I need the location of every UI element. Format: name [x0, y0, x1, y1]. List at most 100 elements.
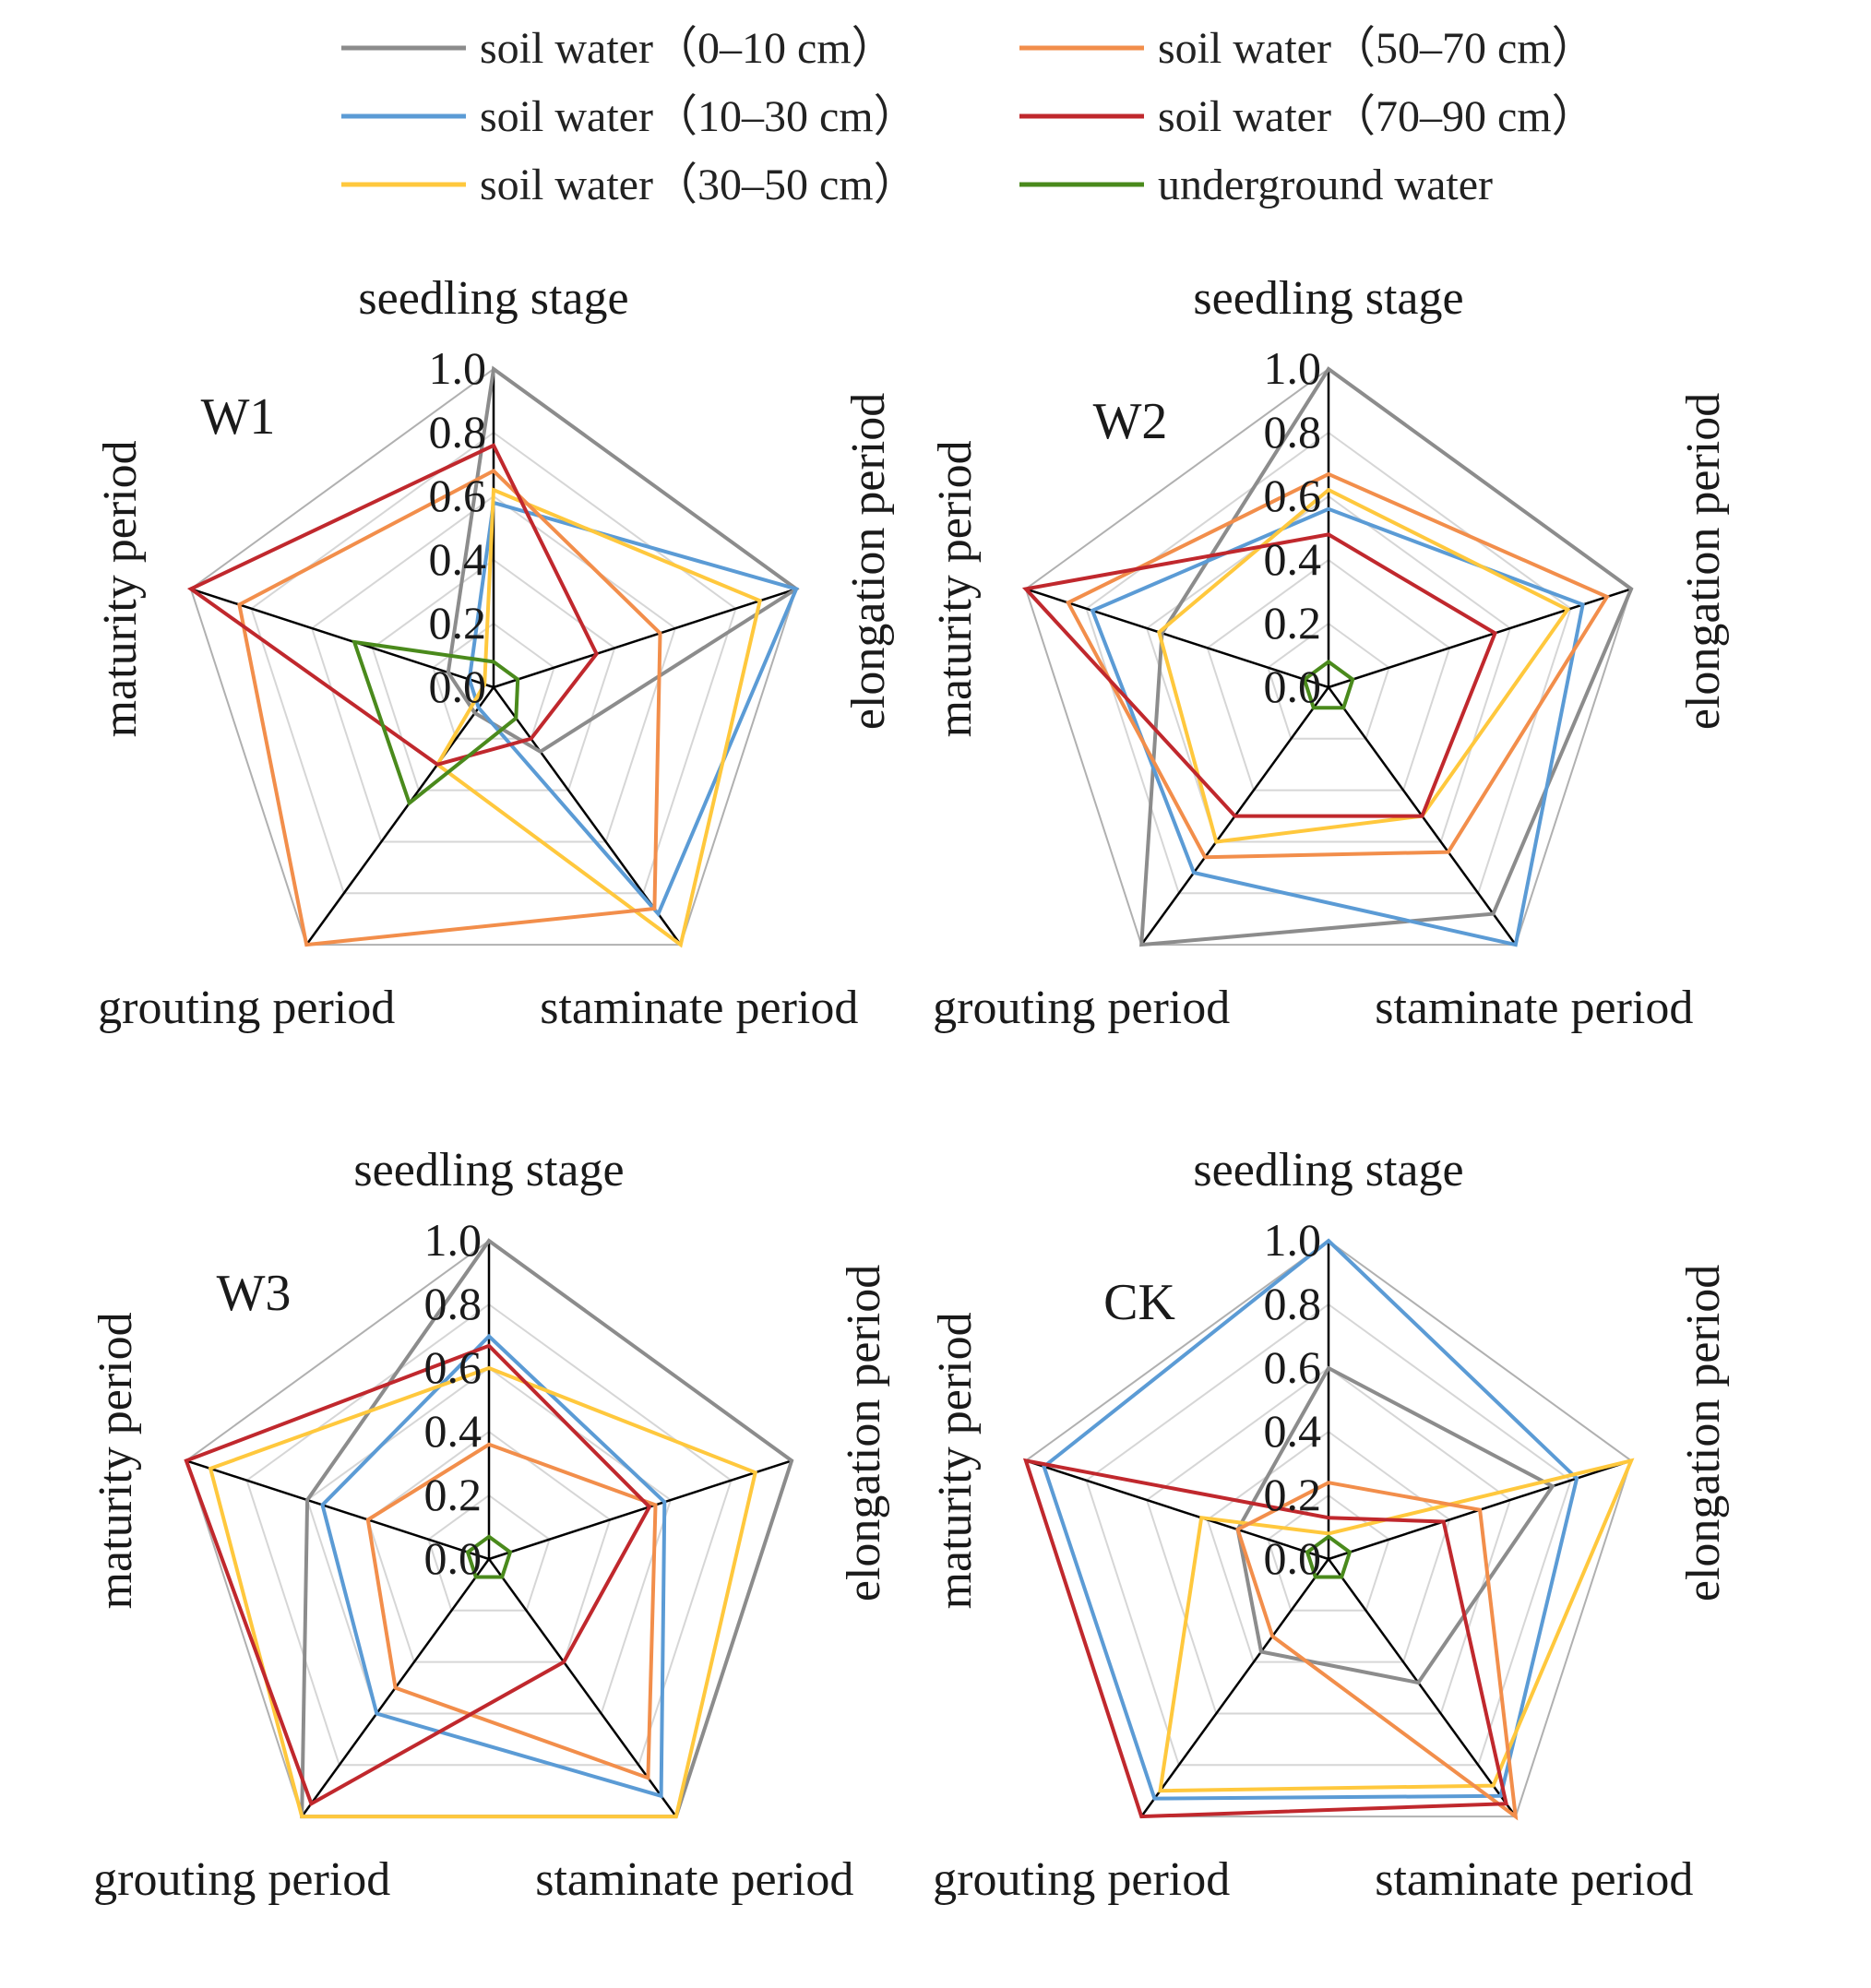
panel-label: W1	[201, 388, 276, 446]
r-tick-label: 0.6	[1264, 470, 1322, 521]
axis-spoke	[185, 1459, 490, 1561]
r-tick-label: 0.6	[424, 1341, 483, 1393]
r-tick-label: 1.0	[429, 342, 487, 394]
axis-spoke	[305, 686, 495, 946]
series-line-soil-water-30-50-cm	[1158, 1458, 1635, 1793]
axis-label-staminate-period: staminate period	[1375, 1853, 1693, 1906]
legend-label: underground water	[1158, 161, 1493, 209]
r-tick-label: 0.2	[1264, 1469, 1322, 1520]
series-line-soil-water-10-30-cm	[1042, 1238, 1579, 1801]
axis-spoke	[1025, 588, 1329, 689]
axis-label-elongation-period: elongation period	[842, 393, 895, 730]
legend-item: underground water	[1019, 161, 1493, 209]
series-line-soil-water-0-10-cm	[446, 365, 800, 755]
axis-spoke	[1327, 1558, 1517, 1817]
series-line-soil-water-70-90-cm	[186, 443, 599, 767]
grid-ring	[245, 1303, 733, 1767]
series-line-soil-water-10-30-cm	[320, 1333, 667, 1799]
axis-label-grouting-period: grouting period	[933, 1853, 1230, 1906]
r-tick-label: 0.8	[1264, 1278, 1322, 1329]
series-line-underground-water	[1305, 1534, 1353, 1579]
series-line-soil-water-50-70-cm	[1066, 471, 1610, 860]
series-line-underground-water	[465, 1534, 513, 1579]
legend-item: soil water（0–10 cm）	[341, 24, 896, 73]
panel-label: W2	[1093, 393, 1168, 450]
axis-label-seedling-stage: seedling stage	[358, 272, 628, 325]
r-tick-label: 0.0	[1264, 661, 1322, 712]
grid-ring	[1206, 1430, 1451, 1663]
r-tick-label: 0.0	[429, 661, 487, 712]
legend-label: soil water（10–30 cm）	[480, 92, 918, 141]
r-tick-label: 0.6	[429, 470, 487, 521]
series-line-soil-water-0-10-cm	[300, 1238, 794, 1819]
legend-item: soil water（10–30 cm）	[341, 92, 918, 141]
panel-label: W3	[217, 1265, 292, 1322]
grid-ring	[1206, 558, 1451, 792]
series-line-underground-water	[352, 639, 520, 806]
r-tick-label: 0.8	[424, 1278, 483, 1329]
r-tick-label: 1.0	[1264, 1214, 1322, 1266]
grid-ring	[427, 1494, 551, 1612]
radar-panel-ck: 0.0 0.2 0.4 0.6 0.8 1.0 seedling stage elongati…	[929, 1144, 1730, 1906]
series-line-soil-water-30-50-cm	[1157, 487, 1571, 844]
r-tick-label: 0.6	[1264, 1341, 1322, 1393]
series-line-underground-water	[1302, 659, 1355, 710]
axis-spoke	[1025, 1459, 1329, 1561]
radar-panel-w1: 0.0 0.2 0.4 0.6 0.8 1.0 seedling stage elongati…	[94, 272, 895, 1034]
r-tick-label: 0.2	[424, 1469, 483, 1520]
grid-ring	[1267, 622, 1390, 740]
axis-label-seedling-stage: seedling stage	[353, 1144, 624, 1196]
r-tick-label: 0.2	[429, 597, 487, 649]
legend-item: soil water（50–70 cm）	[1019, 24, 1596, 73]
grid-ring	[432, 622, 555, 740]
legend-label: soil water（50–70 cm）	[1158, 24, 1596, 73]
axis-label-grouting-period: grouting period	[98, 982, 395, 1034]
series-line-soil-water-70-90-cm	[1022, 1458, 1509, 1819]
r-tick-label: 1.0	[424, 1214, 483, 1266]
grid-ring	[1024, 1239, 1633, 1818]
axis-spoke	[493, 588, 797, 689]
grid-ring	[250, 431, 737, 895]
r-tick-label: 0.4	[1264, 533, 1322, 585]
series-line-soil-water-30-50-cm	[435, 487, 763, 948]
axis-label-grouting-period: grouting period	[93, 1853, 390, 1906]
series-line-soil-water-50-70-cm	[237, 468, 662, 947]
r-tick-label: 0.8	[1264, 406, 1322, 458]
axis-label-maturity-period: maturity period	[94, 440, 147, 737]
legend-label: soil water（0–10 cm）	[480, 24, 896, 73]
legend-label: soil water（30–50 cm）	[480, 161, 918, 209]
axis-label-seedling-stage: seedling stage	[1193, 1144, 1463, 1196]
r-tick-label: 0.4	[424, 1405, 483, 1457]
series-line-soil-water-10-30-cm	[467, 500, 799, 918]
axis-label-elongation-period: elongation period	[838, 1265, 890, 1601]
series-line-soil-water-70-90-cm	[184, 1343, 652, 1807]
r-tick-label: 0.0	[424, 1532, 483, 1584]
legend-item: soil water（30–50 cm）	[341, 161, 918, 209]
axis-label-maturity-period: maturity period	[89, 1312, 142, 1609]
series-line-soil-water-10-30-cm	[1090, 506, 1585, 947]
series-line-soil-water-50-70-cm	[1235, 1481, 1519, 1821]
series-line-soil-water-0-10-cm	[1139, 366, 1634, 947]
series-line-soil-water-30-50-cm	[208, 1365, 758, 1819]
axis-spoke	[487, 1558, 677, 1817]
axis-label-elongation-period: elongation period	[1677, 1265, 1730, 1601]
r-tick-label: 1.0	[1264, 342, 1322, 394]
axis-spoke	[1140, 1558, 1330, 1817]
grid-ring	[1085, 1303, 1572, 1767]
axis-label-staminate-period: staminate period	[535, 1853, 853, 1906]
axis-label-grouting-period: grouting period	[933, 982, 1230, 1034]
series-line-soil-water-70-90-cm	[1021, 532, 1497, 818]
axis-label-maturity-period: maturity period	[929, 1312, 982, 1609]
axis-label-staminate-period: staminate period	[540, 982, 858, 1034]
r-tick-label: 0.8	[429, 406, 487, 458]
grid-ring	[1145, 1366, 1512, 1715]
panel-label: CK	[1103, 1274, 1175, 1331]
r-tick-label: 0.4	[1264, 1405, 1322, 1457]
grid-ring	[310, 494, 677, 843]
radar-panel-w2: 0.0 0.2 0.4 0.6 0.8 1.0 seedling stage elongati…	[929, 272, 1730, 1034]
axis-label-seedling-stage: seedling stage	[1193, 272, 1463, 325]
axis-label-elongation-period: elongation period	[1677, 393, 1730, 730]
radar-panel-w3: 0.0 0.2 0.4 0.6 0.8 1.0 seedling stage elongati…	[89, 1144, 890, 1906]
r-tick-label: 0.4	[429, 533, 487, 585]
